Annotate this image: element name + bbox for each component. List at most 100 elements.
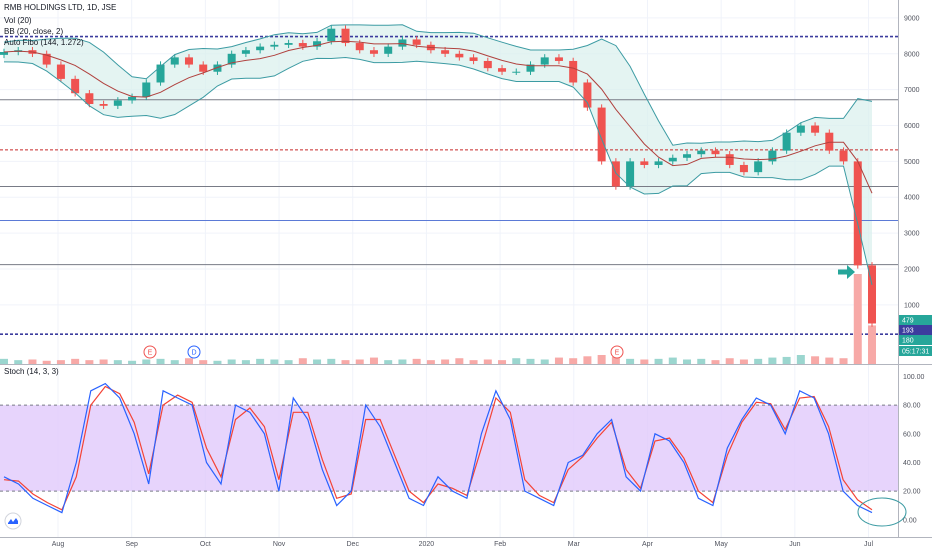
stoch-tick-label: 60.00 bbox=[903, 431, 921, 438]
earnings-e-icon[interactable]: E bbox=[143, 345, 157, 359]
candle-body bbox=[554, 57, 563, 61]
volume-bar bbox=[298, 358, 307, 364]
volume-bar bbox=[455, 358, 464, 364]
time-tick-label: Nov bbox=[273, 541, 286, 548]
candle-body bbox=[184, 57, 193, 65]
candle-body bbox=[668, 157, 677, 162]
volume-bar bbox=[583, 356, 592, 364]
candle-body bbox=[754, 161, 763, 173]
stoch-k-line bbox=[3, 382, 873, 514]
candle-body bbox=[455, 53, 464, 58]
price-tags: 479 193 180 05:17:31 bbox=[899, 315, 932, 356]
time-tick-label: Sep bbox=[125, 541, 138, 548]
autofibo-indicator-label[interactable]: Auto Fibo (144, 1.272) bbox=[4, 38, 84, 47]
volume-bar bbox=[825, 357, 834, 364]
volume-bar bbox=[611, 356, 620, 364]
volume-bar bbox=[782, 356, 791, 364]
candle-body bbox=[256, 46, 265, 51]
circle-annotation bbox=[857, 497, 907, 527]
candle-body bbox=[369, 50, 378, 54]
volume-bar bbox=[668, 357, 677, 364]
low-price-tag: 180 bbox=[902, 338, 914, 345]
event-marker-circle bbox=[143, 345, 157, 359]
time-tick-label: Jun bbox=[789, 541, 800, 548]
volume-bar bbox=[768, 357, 777, 364]
stoch-indicator-label[interactable]: Stoch (14, 3, 3) bbox=[4, 367, 59, 376]
candle-body bbox=[170, 57, 179, 65]
tradingview-logo-icon[interactable] bbox=[4, 512, 22, 530]
volume-bar bbox=[754, 358, 763, 364]
volume-bar bbox=[526, 358, 535, 364]
candle-body bbox=[313, 41, 322, 47]
price-axis[interactable]: 9000 8000 7000 6000 5000 4000 3000 2000 1000 bbox=[904, 15, 920, 309]
volume-bar bbox=[28, 359, 37, 364]
volume-bar bbox=[683, 359, 692, 364]
candle-body bbox=[199, 64, 208, 72]
time-tick-label: Jul bbox=[864, 541, 873, 548]
candle-body bbox=[782, 132, 791, 151]
volume-bar bbox=[270, 359, 279, 364]
volume-bar bbox=[369, 357, 378, 364]
candle-body bbox=[825, 132, 834, 151]
volume-bar bbox=[341, 360, 350, 364]
candle-body bbox=[441, 50, 450, 54]
event-marker-circle bbox=[610, 345, 624, 359]
volume-bar bbox=[199, 360, 208, 364]
bar-countdown-tag-bg bbox=[899, 346, 932, 356]
time-axis[interactable]: Aug Sep Oct Nov Dec 2020 Feb Mar Apr May Jun Jul bbox=[52, 541, 874, 548]
volume-bar bbox=[711, 360, 720, 364]
price-tick-label: 9000 bbox=[904, 15, 920, 22]
event-marker-circle bbox=[187, 345, 201, 359]
volume-bar bbox=[213, 360, 222, 364]
volume-bar bbox=[412, 358, 421, 364]
candle-body bbox=[483, 60, 492, 69]
volume-bar bbox=[384, 360, 393, 364]
event-marker-label: E bbox=[148, 350, 153, 357]
volume-bar bbox=[99, 359, 108, 364]
bar-countdown-tag: 05:17:31 bbox=[902, 349, 929, 356]
candle-body bbox=[868, 265, 876, 324]
candle-body bbox=[811, 125, 820, 133]
earnings-e-icon[interactable]: E bbox=[610, 345, 624, 359]
volume-indicator-label[interactable]: Vol (20) bbox=[4, 16, 32, 25]
event-marker-label: E bbox=[615, 350, 620, 357]
volume-bar bbox=[868, 325, 876, 364]
volume-bar bbox=[0, 358, 8, 364]
volume-bar bbox=[284, 360, 293, 364]
candle-body bbox=[227, 53, 236, 65]
volume-bar bbox=[626, 358, 635, 364]
stoch-tick-label: 40.00 bbox=[903, 460, 921, 467]
candle-body bbox=[341, 28, 350, 44]
candle-body bbox=[711, 150, 720, 155]
candle-body bbox=[626, 161, 635, 187]
symbol-title[interactable]: RMB HOLDINGS LTD, 1D, JSE bbox=[4, 3, 117, 12]
candle-body bbox=[725, 154, 734, 165]
candle-body bbox=[540, 57, 549, 65]
candle-body bbox=[611, 161, 620, 187]
price-tick-label: 3000 bbox=[904, 231, 920, 238]
stochastic-lines bbox=[3, 382, 873, 514]
candle-body bbox=[526, 64, 535, 72]
candle-body bbox=[569, 60, 578, 83]
candle-body bbox=[654, 161, 663, 165]
candle-body bbox=[469, 57, 478, 61]
fibo-price-tag: 193 bbox=[902, 328, 914, 335]
volume-bar bbox=[697, 358, 706, 364]
volume-bar bbox=[654, 358, 663, 364]
candle-body bbox=[0, 52, 8, 55]
fibonacci-levels bbox=[0, 35, 898, 336]
time-tick-label: May bbox=[715, 541, 729, 548]
dividend-d-icon[interactable]: D bbox=[187, 345, 201, 359]
candle-body bbox=[85, 93, 94, 104]
volume-bar bbox=[56, 360, 65, 364]
price-tick-label: 8000 bbox=[904, 51, 920, 58]
volume-bar bbox=[426, 360, 435, 364]
volume-bar bbox=[85, 360, 94, 364]
candle-body bbox=[298, 43, 307, 47]
candle-body bbox=[498, 68, 507, 72]
bollinger-upper-line bbox=[3, 24, 873, 146]
stoch-axis[interactable]: 100.00 80.00 60.00 40.00 20.00 0.00 bbox=[903, 374, 925, 524]
bollinger-indicator-label[interactable]: BB (20, close, 2) bbox=[4, 27, 64, 36]
